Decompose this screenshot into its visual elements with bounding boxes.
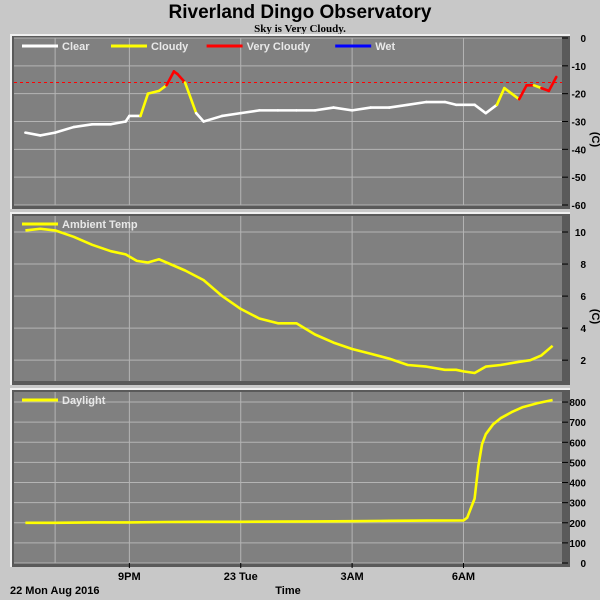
sky-temp-segment-very_cloudy <box>540 86 551 93</box>
sky-temp-segment-very_cloudy <box>165 70 176 87</box>
sky-temp-segment-clear <box>484 103 499 115</box>
legend-label: Very Cloudy <box>247 41 311 53</box>
legend-label: Ambient Temp <box>62 219 138 231</box>
sky-temp-segment-clear <box>202 114 224 123</box>
y-tick-label: 800 <box>569 398 586 409</box>
y-axis-unit: (C) <box>589 132 600 148</box>
x-axis-label: Time <box>275 585 300 597</box>
sky-temp-segment-clear <box>443 100 458 107</box>
plot-area <box>14 216 562 381</box>
sky-temp-segment-cloudy <box>495 86 506 107</box>
sky-temp-segment-clear <box>24 131 42 137</box>
x-tick-label: 3AM <box>340 571 363 583</box>
y-tick-label: 500 <box>569 458 586 469</box>
sky-temp-segment-clear <box>220 111 243 118</box>
x-axis-ticks: 9PM 23 Tue 3AM 6AM <box>118 563 475 583</box>
x-tick-label: 6AM <box>452 571 475 583</box>
y-tick-label: 10 <box>575 228 587 239</box>
x-tick-label: 23 Tue <box>224 571 258 583</box>
sky-temp-segment-cloudy <box>183 81 198 115</box>
sky-temp-segment-cloudy <box>139 92 150 118</box>
sky-temp-segment-clear <box>72 122 94 129</box>
legend-label: Daylight <box>62 395 106 407</box>
plot-area <box>14 392 562 563</box>
sky-temp-segment-cloudy <box>157 84 168 93</box>
y-tick-label: -60 <box>572 201 587 212</box>
sky-temp-segment-very_cloudy <box>517 84 528 101</box>
sky-temp-segment-clear <box>406 100 428 107</box>
chart-title: Riverland Dingo Observatory <box>169 2 432 23</box>
legend-label: Clear <box>62 41 90 53</box>
sky-temp-segment-clear <box>239 109 261 115</box>
sky-temp-segment-cloudy <box>503 86 514 95</box>
legend-label: Wet <box>375 41 395 53</box>
sky-temp-segment-cloudy <box>146 89 161 95</box>
sky-temp-segment-clear <box>313 106 335 112</box>
legend-label: Cloudy <box>151 41 189 53</box>
sky-temp-segment-clear <box>387 103 410 109</box>
ambient-series-line <box>25 227 554 375</box>
x-tick-label: 9PM <box>118 571 141 583</box>
y-tick-label: 4 <box>580 324 586 335</box>
sky-temp-segment-clear <box>350 106 372 112</box>
sky-temp-segment-clear <box>38 131 57 137</box>
sky-temp-segment-clear <box>332 106 354 112</box>
y-tick-label: -50 <box>572 173 587 184</box>
sky-temp-segment-very_cloudy <box>547 75 558 93</box>
sky-temp-segment-clear <box>109 120 127 126</box>
y-tick-label: 600 <box>569 438 586 449</box>
y-tick-label: 400 <box>569 479 586 490</box>
y-tick-label: -30 <box>572 118 587 129</box>
sky-temp-segment-clear <box>194 111 205 123</box>
y-tick-label: 100 <box>569 539 586 550</box>
ambient-panel: 10 8 6 4 2 (C) Ambient Temp <box>10 212 600 385</box>
sky-temp-segment-cloudy <box>532 84 543 90</box>
x-axis-start-label: 22 Mon Aug 2016 <box>10 585 99 597</box>
chart-subtitle: Sky is Very Cloudy. <box>254 23 346 35</box>
daylight-series-line <box>25 398 553 525</box>
y-tick-label: -10 <box>572 62 587 73</box>
y-tick-label: -40 <box>572 145 587 156</box>
sky-temp-segment-very_cloudy <box>176 72 187 84</box>
y-tick-label: 300 <box>569 499 586 510</box>
y-tick-label: 200 <box>569 519 586 530</box>
y-tick-label: 0 <box>580 559 586 570</box>
y-axis-unit: (C) <box>589 309 600 325</box>
y-tick-label: 8 <box>580 260 586 271</box>
sky-temp-segment-clear <box>473 103 488 115</box>
y-tick-label: -20 <box>572 90 587 101</box>
y-tick-label: 6 <box>580 292 586 303</box>
sky-temp-segment-cloudy <box>510 92 521 101</box>
y-tick-label: 700 <box>569 418 586 429</box>
y-tick-label: 2 <box>580 356 586 367</box>
sky-temp-segment-clear <box>53 125 75 134</box>
sky-panel: 0 -10 -20 -30 -40 -50 -60 (C) Clear Cloudy Very Cl… <box>10 34 600 212</box>
y-tick-label: 0 <box>580 34 586 45</box>
chart-panels: 0 -10 -20 -30 -40 -50 -60 (C) Clear Cloudy Very Cl… <box>10 34 600 570</box>
daylight-panel: 800 700 600 500 400 300 200 100 0 Daylight <box>10 388 586 570</box>
